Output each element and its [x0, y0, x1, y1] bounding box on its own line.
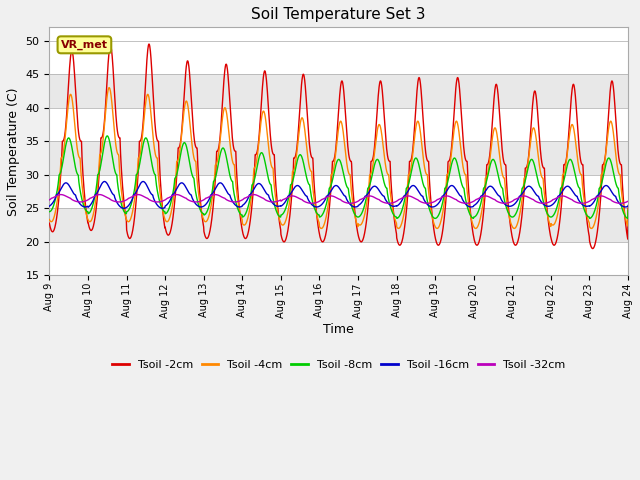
X-axis label: Time: Time: [323, 323, 354, 336]
Y-axis label: Soil Temperature (C): Soil Temperature (C): [7, 87, 20, 216]
Bar: [49, 141, 628, 175]
Legend: Tsoil -2cm, Tsoil -4cm, Tsoil -8cm, Tsoil -16cm, Tsoil -32cm: Tsoil -2cm, Tsoil -4cm, Tsoil -8cm, Tsoi…: [108, 355, 570, 374]
Title: Soil Temperature Set 3: Soil Temperature Set 3: [252, 7, 426, 22]
Bar: [49, 208, 628, 242]
Bar: [49, 108, 628, 141]
Bar: [49, 41, 628, 74]
Bar: [49, 74, 628, 108]
Text: VR_met: VR_met: [61, 40, 108, 50]
Bar: [49, 175, 628, 208]
Bar: [49, 242, 628, 276]
